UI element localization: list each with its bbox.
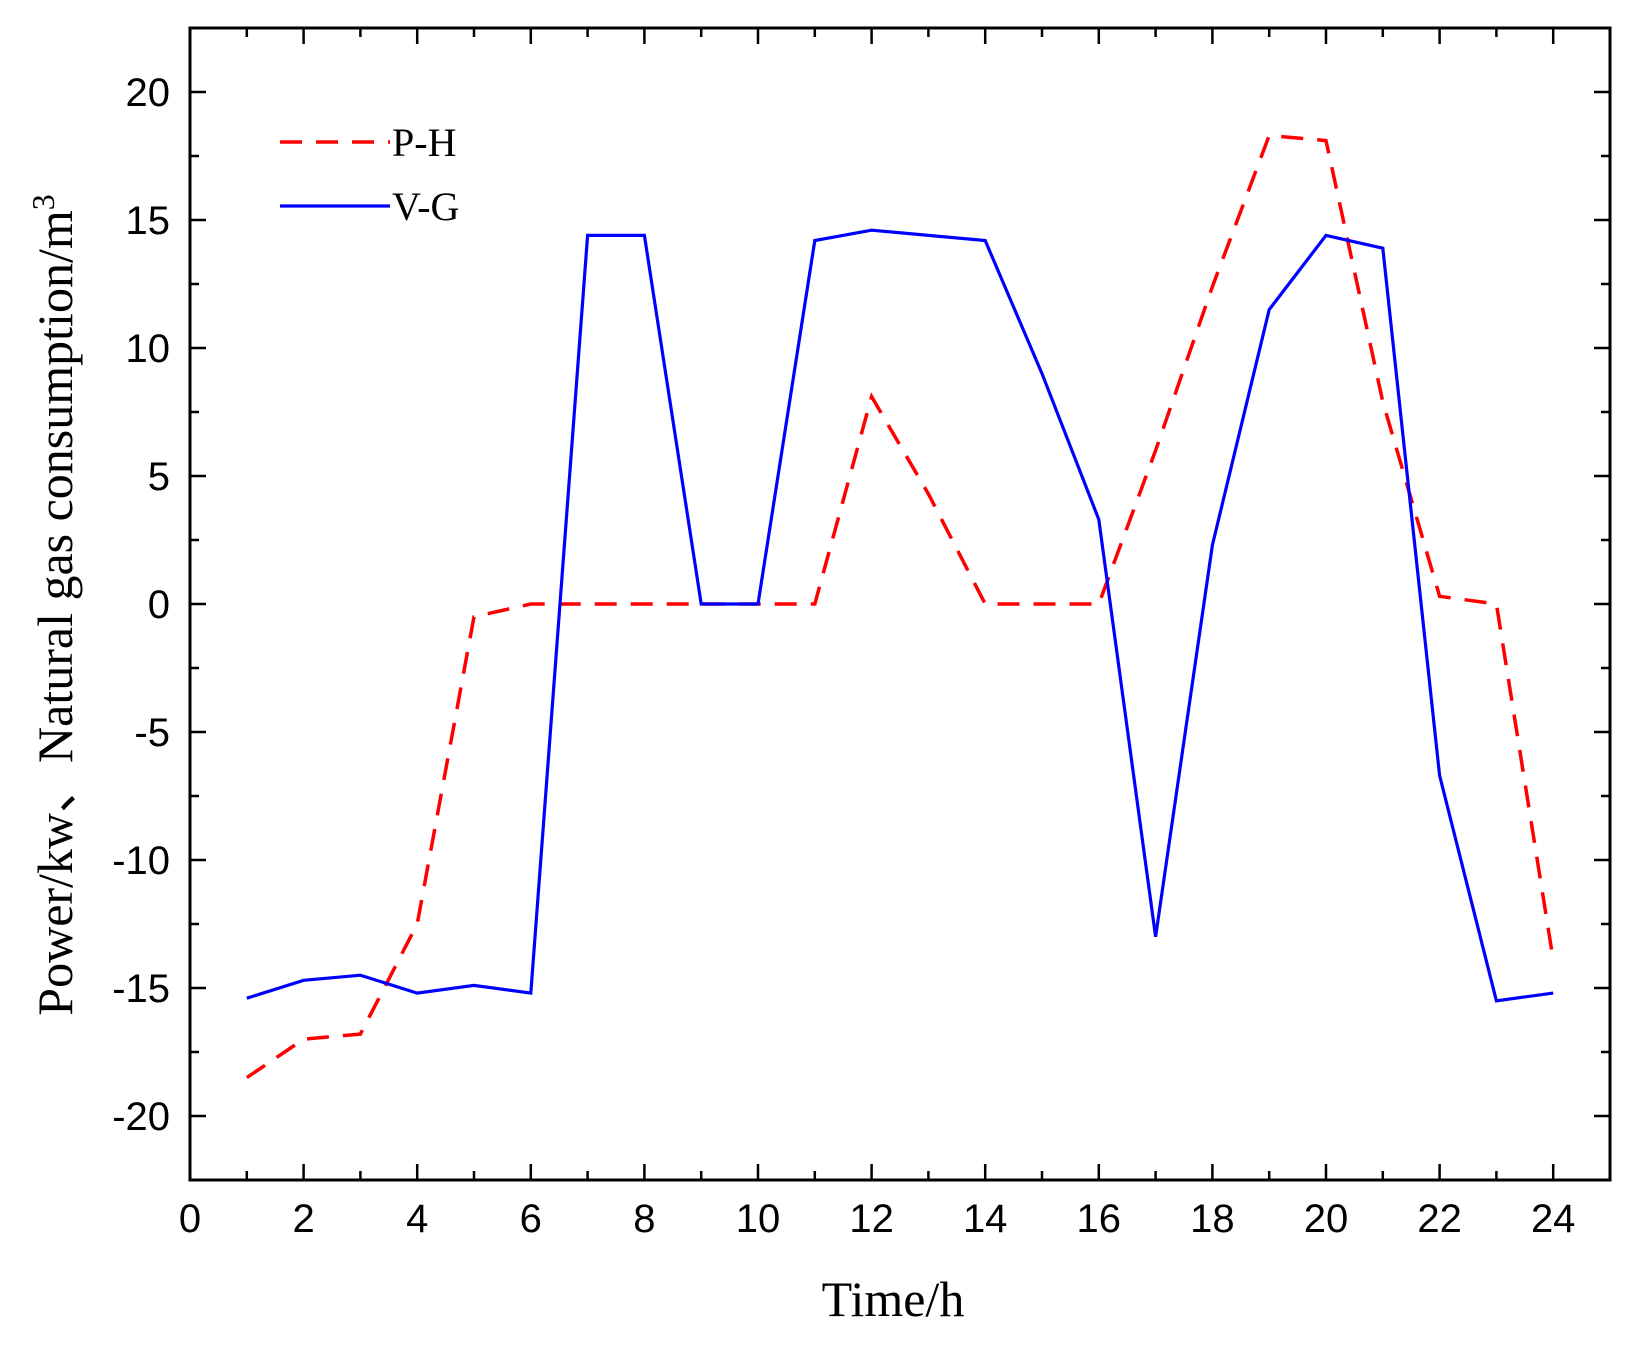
series-line-v-g bbox=[246, 228, 1554, 1003]
data-point-v-g bbox=[870, 228, 874, 232]
x-tick-label: 24 bbox=[1531, 1197, 1576, 1241]
y-tick-label: -20 bbox=[112, 1095, 170, 1139]
data-point-v-g bbox=[245, 996, 249, 1000]
x-tick-label: 2 bbox=[292, 1197, 314, 1241]
data-point-p-h bbox=[302, 1037, 306, 1041]
data-point-v-g bbox=[1210, 543, 1214, 547]
series-layer bbox=[245, 133, 1555, 1080]
y-tick-label: -15 bbox=[112, 967, 170, 1011]
y-tick-label: 15 bbox=[126, 199, 171, 243]
data-point-v-g bbox=[529, 991, 533, 995]
x-tick-label: 16 bbox=[1077, 1197, 1122, 1241]
data-point-p-h bbox=[870, 395, 874, 399]
y-tick-label: 5 bbox=[148, 455, 170, 499]
data-point-v-g bbox=[756, 602, 760, 606]
data-point-p-h bbox=[1267, 134, 1271, 138]
data-point-v-g bbox=[1381, 246, 1385, 250]
data-point-p-h bbox=[1210, 285, 1214, 289]
data-point-p-h bbox=[1381, 400, 1385, 404]
y-axis-title-superscript: 3 bbox=[25, 194, 61, 210]
x-tick-label: 10 bbox=[736, 1197, 781, 1241]
legend-label-p-h: P-H bbox=[392, 120, 456, 165]
series-line-p-h bbox=[245, 133, 1555, 1080]
data-point-v-g bbox=[1324, 233, 1328, 237]
y-tick-label: 0 bbox=[148, 583, 170, 627]
data-point-p-h bbox=[245, 1076, 249, 1080]
data-point-v-g bbox=[1494, 999, 1498, 1003]
data-point-v-g bbox=[983, 238, 987, 242]
data-point-v-g bbox=[1154, 935, 1158, 939]
data-point-v-g bbox=[358, 973, 362, 977]
data-point-p-h bbox=[1324, 139, 1328, 143]
data-point-p-h bbox=[1040, 602, 1044, 606]
x-tick-label: 12 bbox=[849, 1197, 894, 1241]
data-point-p-h bbox=[529, 602, 533, 606]
data-point-v-g bbox=[1438, 774, 1442, 778]
x-tick-label: 20 bbox=[1304, 1197, 1349, 1241]
data-point-p-h bbox=[1438, 594, 1442, 598]
y-axis-title: Power/kw、Natural gas consumption/m3 bbox=[25, 194, 83, 1015]
data-point-v-g bbox=[472, 983, 476, 987]
data-point-v-g bbox=[926, 233, 930, 237]
data-point-p-h bbox=[586, 602, 590, 606]
y-tick-label: -5 bbox=[134, 711, 170, 755]
x-tick-label: 18 bbox=[1190, 1197, 1235, 1241]
data-point-v-g bbox=[1267, 308, 1271, 312]
data-point-v-g bbox=[813, 238, 817, 242]
data-point-p-h bbox=[1551, 958, 1555, 962]
legend: P-H V-G bbox=[280, 120, 459, 229]
data-point-v-g bbox=[1551, 991, 1555, 995]
data-point-v-g bbox=[1097, 518, 1101, 522]
data-point-p-h bbox=[1154, 448, 1158, 452]
y-tick-label: 10 bbox=[126, 327, 171, 371]
data-point-v-g bbox=[1040, 372, 1044, 376]
x-tick-label: 14 bbox=[963, 1197, 1008, 1241]
data-point-p-h bbox=[1097, 602, 1101, 606]
data-point-p-h bbox=[642, 602, 646, 606]
data-point-v-g bbox=[415, 991, 419, 995]
x-tick-label: 6 bbox=[520, 1197, 542, 1241]
data-point-v-g bbox=[302, 978, 306, 982]
data-point-v-g bbox=[642, 233, 646, 237]
data-point-p-h bbox=[926, 492, 930, 496]
legend-label-v-g: V-G bbox=[392, 184, 459, 229]
data-point-p-h bbox=[358, 1032, 362, 1036]
data-point-p-h bbox=[1494, 602, 1498, 606]
y-tick-label: 20 bbox=[126, 71, 171, 115]
data-point-v-g bbox=[699, 602, 703, 606]
y-tick-label: -10 bbox=[112, 839, 170, 883]
data-point-v-g bbox=[586, 233, 590, 237]
data-point-p-h bbox=[415, 922, 419, 926]
x-axis-title: Time/h bbox=[822, 1271, 965, 1327]
data-point-p-h bbox=[983, 602, 987, 606]
data-point-p-h bbox=[472, 615, 476, 619]
x-tick-label: 22 bbox=[1417, 1197, 1462, 1241]
x-tick-label: 8 bbox=[633, 1197, 655, 1241]
x-tick-label: 0 bbox=[179, 1197, 201, 1241]
data-point-p-h bbox=[813, 602, 817, 606]
x-tick-label: 4 bbox=[406, 1197, 428, 1241]
y-axis-title-text: Power/kw、Natural gas consumption/m bbox=[27, 210, 83, 1016]
